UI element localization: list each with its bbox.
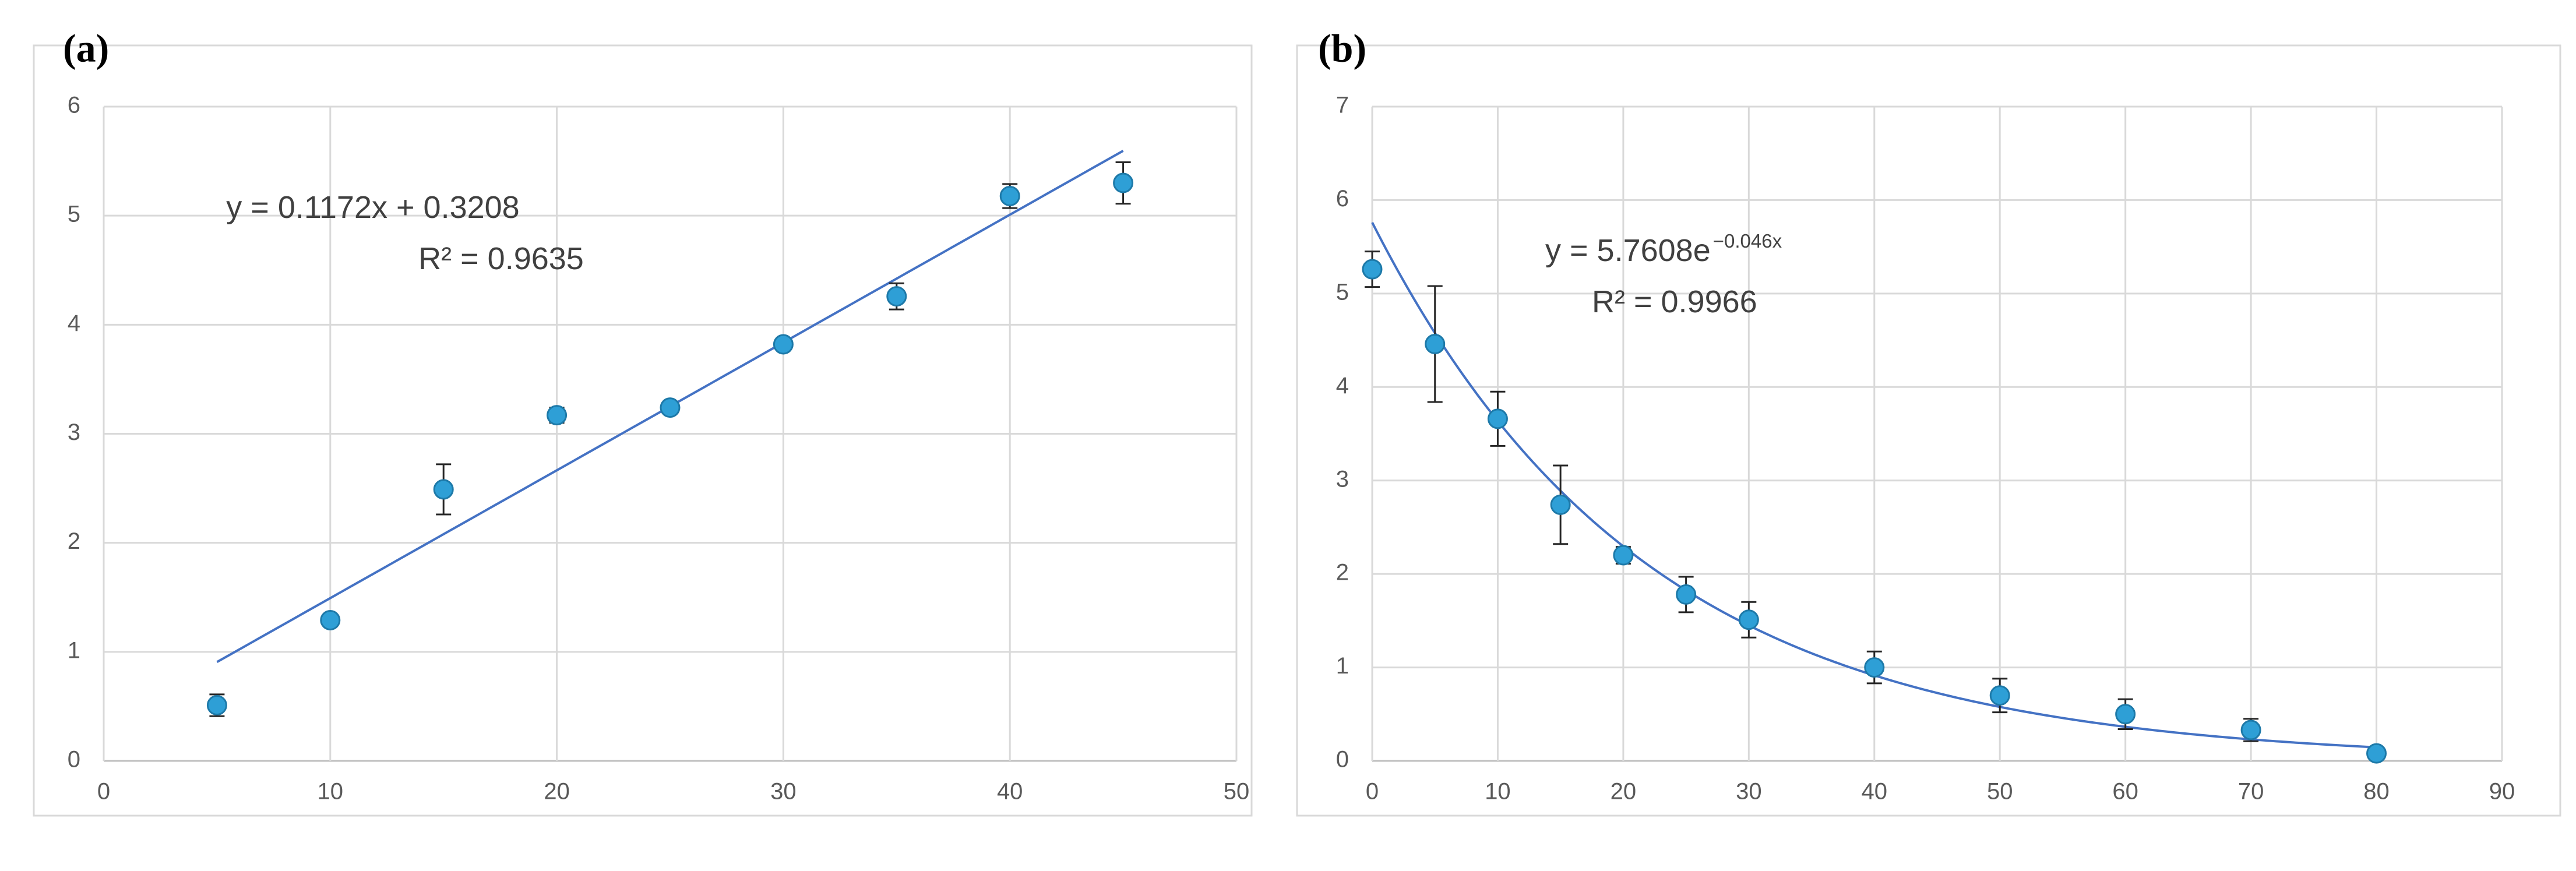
data-point <box>2115 704 2136 725</box>
r-squared-label: R² = 0.9635 <box>418 241 584 276</box>
y-tick-label: 7 <box>1336 93 1349 118</box>
data-point <box>1550 494 1571 515</box>
equation-base: y = 5.7608e <box>1545 233 1711 268</box>
data-point <box>1113 172 1134 193</box>
x-tick-label: 70 <box>2238 779 2264 805</box>
equation-exponent: −0.046x <box>1713 230 1782 252</box>
chart-frame <box>33 44 1253 817</box>
y-tick-label: 3 <box>68 419 80 445</box>
y-tick-label: 2 <box>1336 560 1349 586</box>
x-tick-label: 20 <box>1611 779 1637 805</box>
y-tick-label: 4 <box>68 311 80 336</box>
x-tick-label: 10 <box>318 779 344 805</box>
chart-panel-a: (a) 0 1 2 3 4 5 6 0 10 20 30 40 50 y = 0.1172x + 0.320… <box>33 26 1253 817</box>
x-tick-label: 50 <box>1224 779 1250 805</box>
trendline-equation: y = 0.1172x + 0.3208 <box>226 190 519 225</box>
x-tick-label: 80 <box>2363 779 2390 805</box>
data-point <box>547 405 568 426</box>
y-tick-label: 4 <box>1336 373 1349 399</box>
trendline-equation: y = 5.7608e −0.046x <box>1545 230 1782 268</box>
data-point <box>773 334 794 355</box>
data-point <box>1613 545 1634 566</box>
data-point <box>320 610 341 631</box>
y-tick-label: 1 <box>68 637 80 663</box>
y-tick-label: 5 <box>68 202 80 227</box>
x-tick-label: 0 <box>1366 779 1379 805</box>
data-point <box>1362 259 1383 280</box>
x-tick-label: 30 <box>1736 779 1762 805</box>
x-tick-label: 50 <box>1987 779 2013 805</box>
data-point <box>1676 584 1697 605</box>
y-tick-label: 3 <box>1336 466 1349 492</box>
x-tick-label: 90 <box>2489 779 2515 805</box>
x-tick-label: 10 <box>1485 779 1511 805</box>
y-tick-label: 0 <box>1336 747 1349 773</box>
y-tick-label: 2 <box>68 528 80 554</box>
y-tick-label: 6 <box>1336 186 1349 211</box>
data-point <box>206 695 227 716</box>
x-tick-label: 40 <box>1862 779 1888 805</box>
data-point <box>660 397 681 418</box>
x-tick-label: 0 <box>97 779 110 805</box>
data-point <box>433 479 454 500</box>
data-point <box>2240 720 2261 740</box>
x-tick-label: 40 <box>997 779 1023 805</box>
panel-label: (a) <box>63 26 109 70</box>
y-tick-label: 0 <box>68 747 80 773</box>
data-point <box>999 185 1020 206</box>
data-point <box>1425 333 1446 354</box>
data-point <box>1487 408 1508 429</box>
x-tick-label: 20 <box>544 779 570 805</box>
data-point <box>2366 743 2387 764</box>
x-tick-label: 30 <box>770 779 797 805</box>
chart-frame <box>1296 44 2561 817</box>
y-tick-label: 5 <box>1336 279 1349 305</box>
data-point <box>1864 657 1885 678</box>
data-point <box>1738 609 1759 630</box>
panel-label: (b) <box>1318 26 1366 70</box>
x-tick-label: 60 <box>2112 779 2138 805</box>
y-tick-label: 1 <box>1336 653 1349 679</box>
data-point <box>1989 685 2010 706</box>
r-squared-label: R² = 0.9966 <box>1592 284 1757 319</box>
y-tick-label: 6 <box>68 93 80 118</box>
data-point <box>886 286 907 307</box>
